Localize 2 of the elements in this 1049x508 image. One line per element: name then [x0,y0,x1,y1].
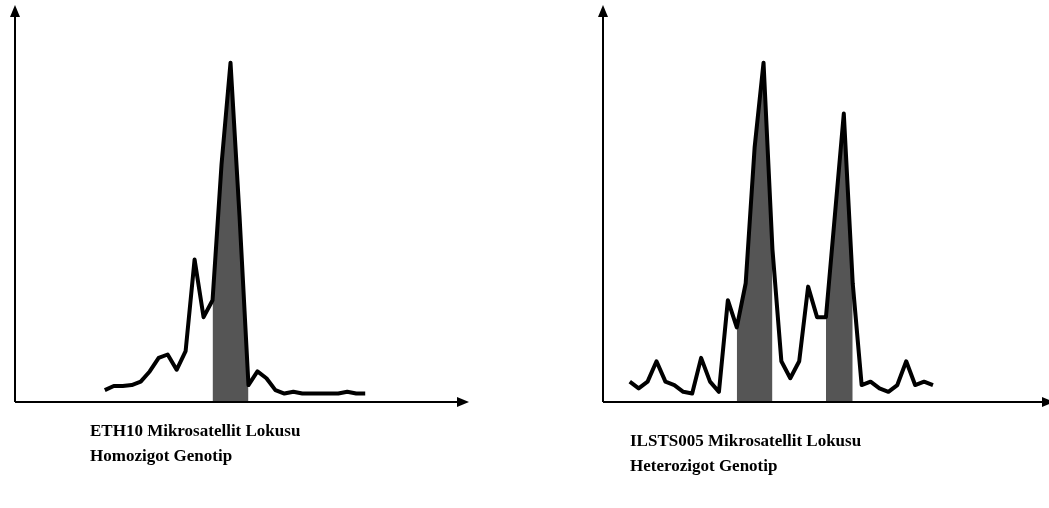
text: ILSTS005 Mikrosatellit Lokusu Heterozigot Genotip [630,430,862,477]
text: ETH10 Mikrosatellit Lokusu Homozigot Genotip [90,420,301,467]
